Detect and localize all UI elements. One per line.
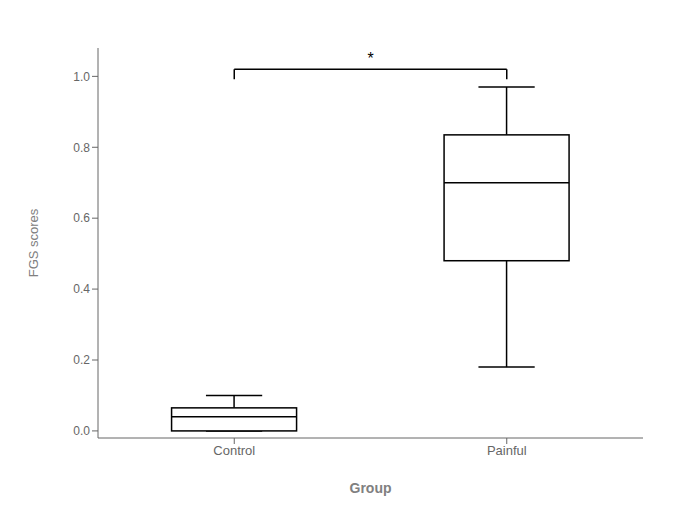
svg-text:0.6: 0.6 — [73, 211, 90, 225]
svg-text:Group: Group — [350, 480, 392, 496]
svg-text:Control: Control — [213, 443, 255, 458]
svg-text:0.0: 0.0 — [73, 424, 90, 438]
svg-text:0.4: 0.4 — [73, 282, 90, 296]
svg-text:1.0: 1.0 — [73, 70, 90, 84]
svg-text:0.8: 0.8 — [73, 141, 90, 155]
svg-text:FGS scores: FGS scores — [26, 208, 41, 277]
svg-text:Painful: Painful — [487, 443, 527, 458]
svg-text:*: * — [367, 50, 373, 67]
svg-text:0.2: 0.2 — [73, 353, 90, 367]
